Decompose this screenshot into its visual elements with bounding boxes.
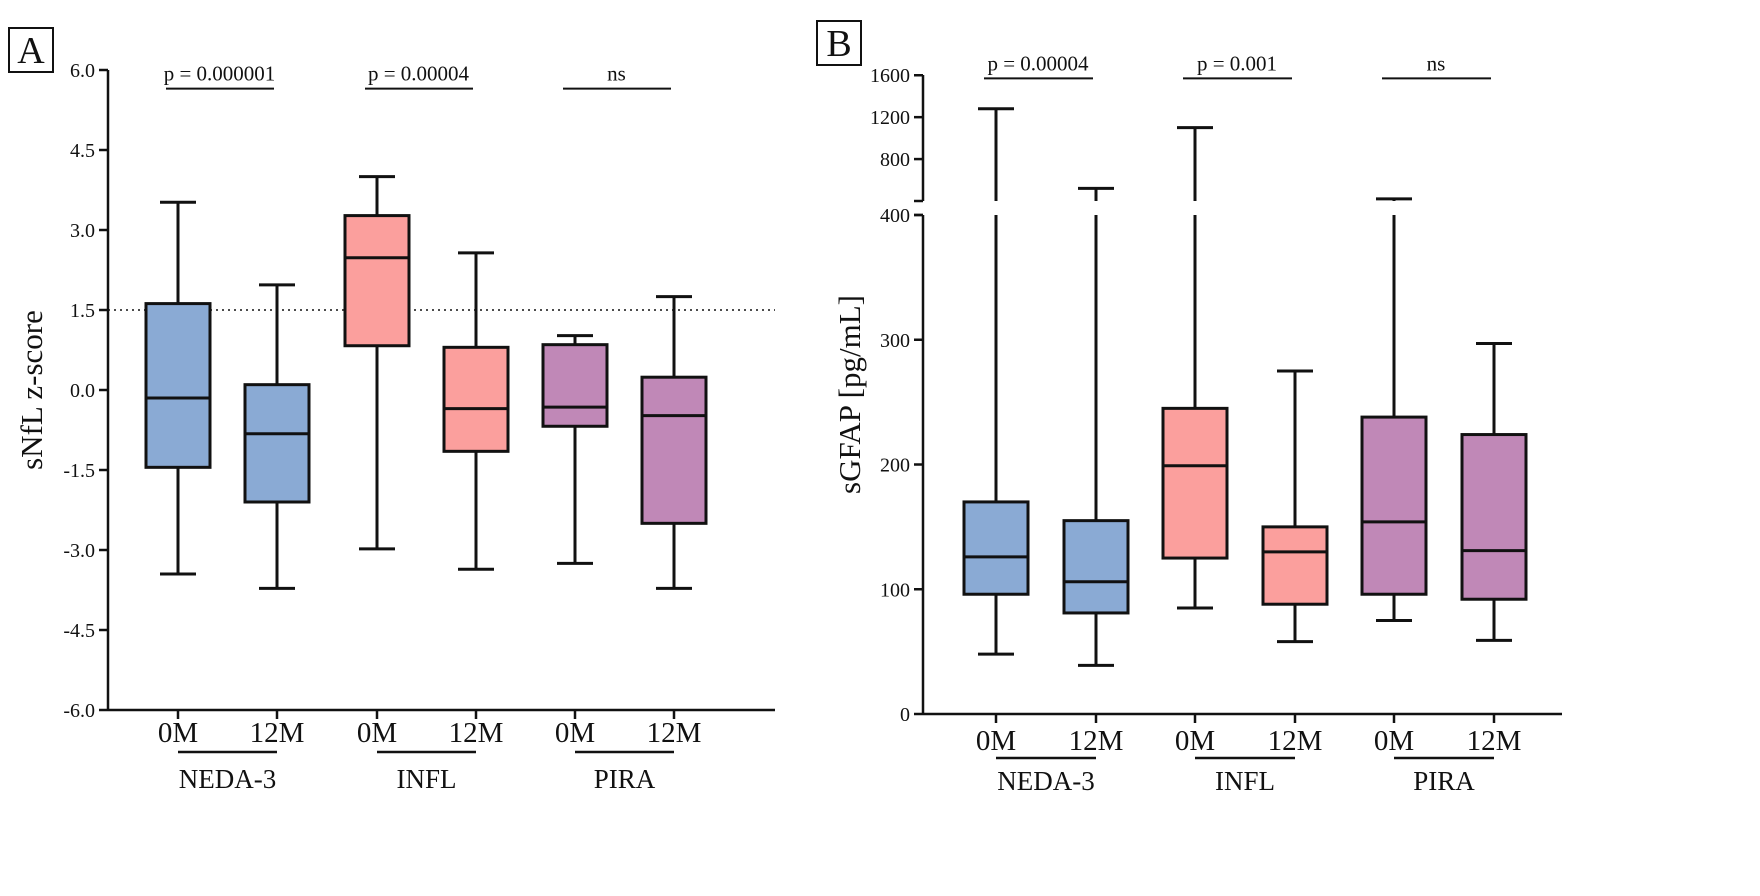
x-category-label: 12M [1467,725,1522,757]
group-label: INFL [1215,766,1275,796]
x-category-label: 0M [976,725,1016,757]
panel-letter-frame [816,20,862,66]
box-iqr [1460,433,1528,601]
x-category-label: 0M [158,717,198,749]
significance-label: p = 0.00004 [368,62,470,86]
group-label: PIRA [594,764,656,794]
box-iqr [442,345,510,453]
y-tick-label: 300 [880,330,910,352]
group-label: INFL [397,764,457,794]
y-tick-label: 200 [880,455,910,477]
y-tick-label: 3.0 [70,220,95,242]
x-category-label: 0M [1175,725,1215,757]
significance-label: ns [1427,51,1446,75]
x-category-label: 12M [647,717,702,749]
significance-label: p = 0.00004 [987,51,1089,75]
panel-letter: B [826,23,851,65]
box-iqr [1360,415,1428,596]
panel-a-chart: A 6.0 4.5 3.0 1.5 0.0 -1.5 -3.0 -4.5 -6.0 sNfL z-s… [8,27,775,794]
group-label: NEDA-3 [997,766,1094,796]
y-tick-label: 1600 [870,65,910,87]
box-iqr [1062,519,1130,615]
significance-label: p = 0.000001 [164,62,276,86]
significance-label: p = 0.001 [1197,51,1277,75]
panel-b-chart: B 1600 1200 800 400 300 200 100 0 sGFAP [pg/mL] 0M… [816,20,1562,796]
box-iqr [1161,406,1229,560]
x-category-label: 0M [1374,725,1414,757]
panel-letter: A [17,30,45,72]
x-category-label: 12M [1069,725,1124,757]
x-category-label: 0M [357,717,397,749]
y-tick-label: -1.5 [63,460,95,482]
y-tick-label: -6.0 [63,700,95,722]
y-axis-title: sNfL z-score [14,310,49,470]
y-axis-title: sGFAP [pg/mL] [832,295,867,494]
box-iqr [541,343,609,428]
group-label: NEDA-3 [179,764,276,794]
x-category-label: 12M [449,717,504,749]
y-tick-label: 400 [880,205,910,227]
panel-letter-frame [8,27,54,73]
box-iqr [144,302,212,469]
x-category-label: 0M [555,717,595,749]
y-tick-label: 6.0 [70,60,95,82]
y-tick-label: 100 [880,579,910,601]
x-category-label: 12M [250,717,305,749]
y-tick-label: -4.5 [63,620,95,642]
y-tick-label: 4.5 [70,140,95,162]
y-tick-label: 0 [900,704,910,726]
y-tick-label: -3.0 [63,540,95,562]
x-category-label: 12M [1268,725,1323,757]
significance-label: ns [607,62,626,86]
group-label: PIRA [1413,766,1475,796]
y-tick-label: 1.5 [70,300,95,322]
y-tick-label: 0.0 [70,380,95,402]
box-iqr [640,375,708,525]
box-iqr [962,500,1030,596]
box-iqr [243,383,311,504]
y-tick-label: 1200 [870,107,910,129]
box-iqr [343,214,411,348]
box-iqr [1261,525,1329,606]
y-tick-label: 800 [880,149,910,171]
